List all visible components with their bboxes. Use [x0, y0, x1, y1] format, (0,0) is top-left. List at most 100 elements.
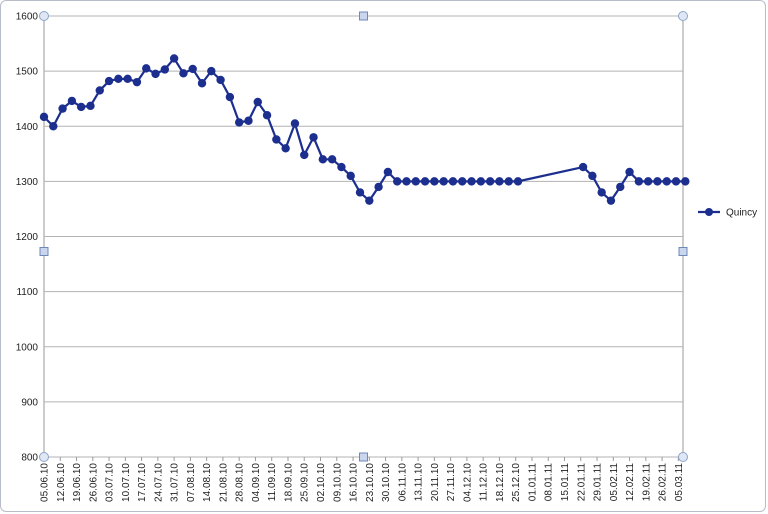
x-tick-label: 31.07.10	[170, 463, 181, 502]
data-point	[681, 177, 690, 186]
x-tick-label: 05.06.10	[40, 463, 51, 502]
data-point	[234, 118, 244, 127]
data-point	[114, 74, 123, 84]
data-point	[578, 162, 588, 172]
resize-handle-side[interactable]	[359, 452, 368, 462]
data-point	[588, 171, 597, 181]
x-tick-label: 19.02.11	[641, 463, 652, 502]
x-tick-label: 26.06.10	[88, 463, 99, 502]
data-point	[300, 150, 309, 160]
data-point	[662, 177, 671, 186]
x-tick-label: 11.12.10	[479, 463, 490, 502]
data-point	[179, 69, 188, 78]
x-tick-label: 26.02.11	[658, 463, 669, 502]
data-point	[272, 135, 281, 144]
data-point	[597, 188, 606, 197]
data-point	[337, 162, 346, 172]
data-point	[58, 104, 67, 113]
x-tick-label: 25.09.10	[300, 463, 311, 502]
data-point	[606, 196, 616, 205]
data-point	[151, 69, 160, 79]
x-tick-label: 04.12.10	[462, 463, 473, 502]
data-point	[225, 92, 235, 102]
x-tick-label: 19.06.10	[72, 463, 83, 502]
data-point	[76, 102, 86, 112]
x-tick-label: 12.02.11	[625, 463, 636, 502]
x-tick-label: 23.10.10	[365, 463, 376, 502]
resize-handle-side[interactable]	[678, 247, 688, 256]
data-point	[504, 177, 513, 186]
data-point	[430, 177, 439, 186]
x-tick-label: 17.07.10	[137, 463, 148, 502]
data-point	[625, 167, 634, 177]
data-point	[467, 177, 476, 186]
y-tick-label: 1000	[16, 342, 39, 353]
y-tick-label: 1100	[16, 287, 38, 298]
data-point	[448, 177, 458, 186]
x-tick-label: 11.09.10	[267, 463, 278, 502]
x-tick-label: 03.07.10	[105, 463, 116, 502]
x-tick-label: 14.08.10	[202, 463, 213, 502]
data-point	[244, 116, 253, 125]
y-tick-label: 900	[21, 397, 38, 408]
data-point	[374, 182, 383, 192]
data-point	[411, 177, 420, 186]
legend-marker	[705, 208, 713, 216]
x-tick-label: 02.10.10	[316, 463, 327, 502]
resize-handle-side[interactable]	[359, 11, 368, 21]
x-tick-label: 18.09.10	[283, 463, 294, 502]
resize-handle-corner[interactable]	[39, 11, 49, 21]
resize-handle-side[interactable]	[39, 247, 49, 256]
data-point	[49, 122, 58, 131]
data-point	[169, 54, 179, 63]
y-tick-label: 1300	[16, 177, 39, 188]
resize-handle-corner[interactable]	[678, 452, 688, 462]
data-point	[671, 177, 681, 186]
data-point	[253, 97, 262, 107]
data-point	[309, 133, 318, 142]
y-tick-label: 1600	[16, 12, 39, 23]
x-tick-label: 16.10.10	[349, 463, 360, 502]
y-tick-label: 1500	[16, 67, 39, 78]
resize-handle-corner[interactable]	[678, 11, 688, 21]
data-point	[485, 177, 495, 186]
x-tick-label: 08.01.11	[544, 463, 555, 502]
series-quincy	[39, 54, 690, 205]
x-tick-label: 13.11.10	[414, 463, 425, 502]
data-point	[104, 76, 114, 86]
x-tick-label: 29.01.11	[593, 463, 604, 502]
data-point	[281, 144, 290, 153]
x-tick-label: 12.06.10	[56, 463, 67, 502]
data-point	[653, 177, 662, 186]
x-tick-label: 20.11.10	[430, 463, 441, 502]
x-tick-label: 18.12.10	[495, 463, 506, 502]
legend-item-quincy: Quincy	[698, 208, 757, 219]
data-point	[383, 167, 393, 177]
data-point	[132, 77, 142, 87]
data-point	[346, 171, 355, 181]
data-point	[67, 96, 77, 106]
x-tick-label: 01.01.11	[527, 463, 538, 502]
x-tick-label: 30.10.10	[381, 463, 392, 502]
data-point	[142, 64, 151, 73]
y-tick-label: 800	[21, 453, 38, 464]
data-point	[402, 177, 411, 186]
data-point	[207, 66, 216, 76]
data-point	[86, 101, 95, 111]
x-tick-label: 27.11.10	[446, 463, 457, 502]
x-tick-label: 25.12.10	[511, 463, 522, 502]
x-tick-label: 22.01.11	[576, 463, 587, 502]
data-point	[197, 79, 207, 88]
x-tick-label: 07.08.10	[186, 463, 197, 502]
data-point	[365, 196, 374, 205]
x-tick-label: 15.01.11	[560, 463, 571, 502]
data-point	[95, 86, 104, 95]
x-tick-label: 28.08.10	[235, 463, 246, 502]
data-point	[476, 177, 486, 186]
data-point	[123, 74, 132, 84]
data-point	[616, 182, 625, 192]
resize-handle-corner[interactable]	[39, 452, 49, 462]
data-point	[495, 177, 504, 186]
